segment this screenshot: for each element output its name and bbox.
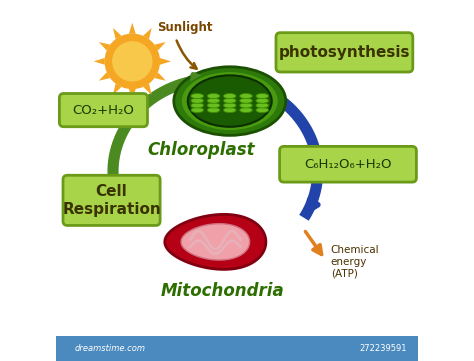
Ellipse shape xyxy=(240,103,252,108)
Ellipse shape xyxy=(207,93,220,99)
Polygon shape xyxy=(143,83,152,95)
Ellipse shape xyxy=(256,108,269,113)
Ellipse shape xyxy=(191,93,204,99)
Ellipse shape xyxy=(240,98,252,103)
FancyBboxPatch shape xyxy=(280,147,417,182)
Ellipse shape xyxy=(207,103,220,108)
Bar xyxy=(56,336,418,361)
FancyBboxPatch shape xyxy=(59,93,147,127)
Text: Chemical
energy
(ATP): Chemical energy (ATP) xyxy=(331,245,380,278)
Ellipse shape xyxy=(181,71,279,131)
Polygon shape xyxy=(94,58,105,65)
Ellipse shape xyxy=(174,67,286,135)
Text: CO₂+H₂O: CO₂+H₂O xyxy=(73,104,134,117)
Text: Sunlight: Sunlight xyxy=(157,21,212,34)
Ellipse shape xyxy=(191,108,204,113)
Circle shape xyxy=(113,42,152,81)
Ellipse shape xyxy=(223,103,236,108)
Ellipse shape xyxy=(207,98,220,103)
Polygon shape xyxy=(129,89,136,100)
Ellipse shape xyxy=(240,108,252,113)
Text: Mitochondria: Mitochondria xyxy=(161,282,284,300)
Ellipse shape xyxy=(256,98,269,103)
Polygon shape xyxy=(155,72,166,81)
Polygon shape xyxy=(113,28,121,39)
Polygon shape xyxy=(155,42,166,51)
Text: 272239591: 272239591 xyxy=(359,344,407,353)
Ellipse shape xyxy=(191,98,204,103)
Text: Cell
Respiration: Cell Respiration xyxy=(62,184,161,217)
Text: photosynthesis: photosynthesis xyxy=(279,45,410,60)
Ellipse shape xyxy=(223,93,236,99)
FancyBboxPatch shape xyxy=(276,33,413,72)
Polygon shape xyxy=(129,23,136,34)
Polygon shape xyxy=(165,214,266,269)
Circle shape xyxy=(105,34,159,88)
FancyBboxPatch shape xyxy=(63,175,160,225)
Ellipse shape xyxy=(188,75,272,127)
Polygon shape xyxy=(99,42,110,51)
Polygon shape xyxy=(99,72,110,81)
Polygon shape xyxy=(181,224,250,260)
Polygon shape xyxy=(113,83,121,95)
Text: Chloroplast: Chloroplast xyxy=(147,141,255,159)
Ellipse shape xyxy=(191,103,204,108)
Text: dreamstime.com: dreamstime.com xyxy=(74,344,146,353)
Ellipse shape xyxy=(207,108,220,113)
Polygon shape xyxy=(143,28,152,39)
Ellipse shape xyxy=(223,108,236,113)
Ellipse shape xyxy=(223,98,236,103)
Ellipse shape xyxy=(240,93,252,99)
Polygon shape xyxy=(160,58,171,65)
Ellipse shape xyxy=(256,93,269,99)
Text: C₆H₁₂O₆+H₂O: C₆H₁₂O₆+H₂O xyxy=(304,158,392,171)
Ellipse shape xyxy=(256,103,269,108)
